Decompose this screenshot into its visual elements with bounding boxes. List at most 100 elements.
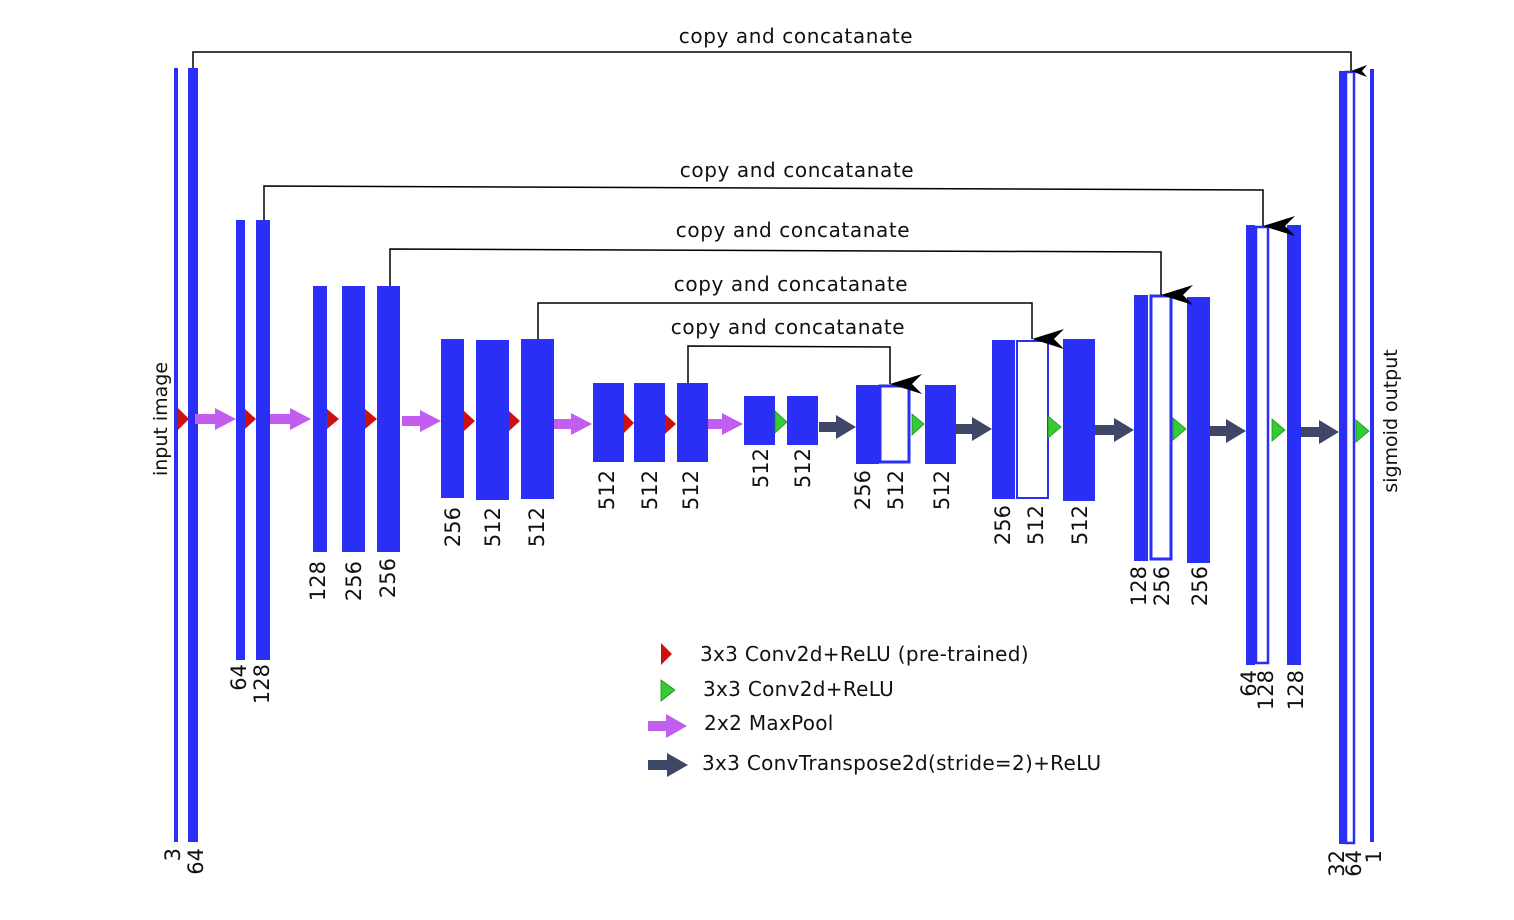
- feature-map-enc4-512ch-b: [521, 339, 554, 499]
- feature-map-enc3-256ch-a: [342, 286, 365, 552]
- channel-label: 128: [306, 561, 330, 601]
- channel-label: 256: [991, 505, 1015, 545]
- channel-label: 3: [161, 848, 185, 861]
- channel-label: 512: [638, 470, 662, 510]
- legend-label-conv-pretrained: 3x3 Conv2d+ReLU (pre-trained): [700, 642, 1029, 666]
- feature-map-dec4-512ch: [1063, 339, 1095, 501]
- channel-label: 512: [595, 470, 619, 510]
- feature-map-enc2-64ch: [236, 220, 245, 660]
- legend: 3x3 Conv2d+ReLU (pre-trained) 3x3 Conv2d…: [648, 642, 1101, 777]
- purple-arrow-icon: [708, 413, 743, 435]
- channel-label: 512: [930, 470, 954, 510]
- green-triangle-icon: [911, 413, 925, 436]
- feature-map-dec1-64ch-concat: [1344, 70, 1356, 845]
- feature-map-dec4-512ch-concat: [1016, 340, 1049, 499]
- input-image-label: input image: [150, 362, 172, 476]
- red-triangle-icon: [509, 411, 520, 431]
- feature-maps: [174, 68, 1374, 845]
- dark-arrow-icon: [1301, 420, 1339, 444]
- skip-line-level3: [389, 248, 1193, 305]
- channel-label: 64: [1342, 850, 1366, 877]
- channel-label: 256: [1188, 566, 1212, 606]
- red-triangle-icon: [624, 413, 634, 433]
- red-triangle-icon: [661, 643, 672, 665]
- feature-map-center-512ch-b: [787, 396, 818, 445]
- skip-line-level5: [687, 345, 922, 394]
- feature-map-enc5-512ch-c: [677, 383, 708, 462]
- dark-arrow-icon: [956, 417, 992, 441]
- feature-map-center-512ch-a: [744, 396, 775, 445]
- pretrained-conv-markers: [178, 408, 676, 434]
- skip-label-level5: copy and concatanate: [671, 315, 905, 339]
- feature-map-dec5-256ch: [856, 385, 879, 464]
- channel-labels: 3 64 64 128 128 256 256 256 512 512 512 …: [161, 448, 1386, 877]
- green-triangle-icon: [1355, 419, 1370, 443]
- feature-map-enc5-512ch-a: [593, 383, 624, 462]
- maxpool-arrows: [195, 408, 743, 435]
- channel-label: 64: [184, 848, 208, 875]
- channel-label: 128: [1254, 670, 1278, 710]
- skip-label-level4: copy and concatanate: [674, 272, 908, 296]
- skip-line-level4: [537, 302, 1064, 349]
- feature-map-dec5-512ch: [925, 385, 956, 464]
- purple-arrow-icon: [402, 410, 441, 432]
- feature-map-dec2-128ch-concat: [1254, 225, 1270, 665]
- feature-map-dec3-256ch-concat: [1149, 294, 1173, 561]
- channel-label: 256: [1150, 566, 1174, 606]
- feature-map-dec2-128ch: [1287, 225, 1301, 665]
- red-triangle-icon: [464, 411, 475, 431]
- feature-map-dec3-256ch: [1187, 297, 1210, 563]
- skip-label-level2: copy and concatanate: [680, 158, 914, 182]
- purple-arrow-icon: [648, 714, 687, 738]
- channel-label: 256: [342, 561, 366, 601]
- purple-arrow-icon: [195, 408, 236, 430]
- dark-arrow-icon: [1210, 419, 1246, 443]
- feature-map-enc1-64ch: [188, 68, 198, 842]
- feature-map-dec2-64ch: [1246, 225, 1255, 665]
- feature-map-output-1ch: [1370, 69, 1374, 842]
- green-triangle-icon: [1047, 415, 1062, 439]
- feature-map-dec5-512ch-concat: [878, 384, 911, 464]
- feature-map-dec1-32ch: [1339, 71, 1345, 844]
- skip-connections: [192, 51, 1367, 394]
- dark-arrow-icon: [819, 415, 856, 439]
- red-triangle-icon: [178, 408, 189, 430]
- skip-label-level3: copy and concatanate: [676, 218, 910, 242]
- green-triangle-icon: [1271, 418, 1286, 442]
- green-triangle-icon: [660, 679, 676, 702]
- red-triangle-icon: [327, 409, 339, 429]
- channel-label: 512: [749, 448, 773, 488]
- legend-label-maxpool: 2x2 MaxPool: [704, 711, 834, 735]
- channel-label: 128: [250, 664, 274, 704]
- red-triangle-icon: [365, 409, 377, 429]
- green-triangle-icon: [1172, 417, 1187, 441]
- red-triangle-icon: [665, 414, 676, 434]
- purple-arrow-icon: [270, 408, 311, 430]
- channel-label: 512: [679, 470, 703, 510]
- channel-label: 512: [1068, 505, 1092, 545]
- skip-line-level1: [192, 51, 1367, 77]
- green-triangle-icon: [774, 410, 788, 434]
- conv-markers: [774, 410, 1370, 443]
- skip-line-level2: [263, 185, 1295, 236]
- skip-labels: copy and concatanate copy and concatanat…: [671, 24, 914, 339]
- channel-label: 512: [481, 507, 505, 547]
- channel-label: 256: [851, 470, 875, 510]
- channel-label: 512: [791, 448, 815, 488]
- dark-arrow-icon: [1095, 418, 1134, 442]
- feature-map-enc4-512ch-a: [476, 340, 509, 500]
- purple-arrow-icon: [554, 413, 592, 435]
- channel-label: 32: [1325, 850, 1349, 877]
- feature-map-dec4-256ch: [992, 340, 1015, 499]
- feature-map-enc5-512ch-b: [634, 383, 665, 462]
- feature-map-enc2-128ch: [256, 220, 270, 660]
- feature-map-input-3ch: [174, 68, 178, 842]
- feature-map-dec3-128ch: [1134, 295, 1148, 561]
- channel-label: 64: [227, 664, 251, 691]
- channel-label: 512: [1024, 505, 1048, 545]
- feature-map-enc4-256ch: [441, 339, 464, 498]
- legend-label-conv-transpose: 3x3 ConvTranspose2d(stride=2)+ReLU: [702, 751, 1101, 775]
- channel-label: 512: [884, 470, 908, 510]
- channel-label: 128: [1284, 670, 1308, 710]
